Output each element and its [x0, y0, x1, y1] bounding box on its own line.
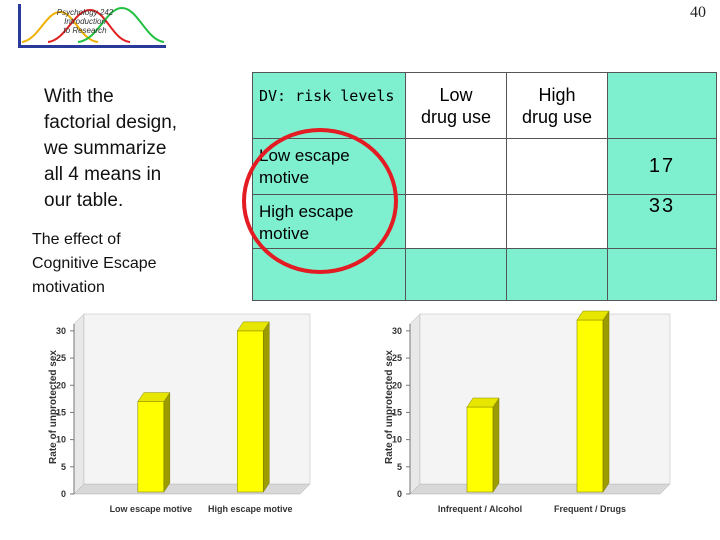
sub-statement: The effect of Cognitive Escape motivatio… [32, 231, 157, 296]
col-high-header: High drug use [506, 72, 608, 139]
x-tick-label: Frequent / Drugs [554, 504, 626, 514]
y-axis-label: Rate of unprotected sex [384, 350, 395, 464]
grand-mean-cell [607, 248, 717, 301]
cell-low-escape-low-drug [405, 138, 507, 195]
highlight-circle [242, 128, 398, 274]
chart-1: 0 5 10 15 20 25 30 Rate of unprotected sex Low e… [48, 313, 311, 514]
bar-side-2 [263, 321, 270, 493]
logo-graphic [18, 4, 166, 48]
chart-floor [409, 483, 671, 495]
bar-side-1 [163, 391, 171, 493]
bar-top-1 [137, 392, 171, 402]
bar-top-2 [576, 310, 610, 321]
y-tick-label: 25 [392, 353, 402, 363]
marginal-low-drug [405, 248, 507, 301]
chart-floor [73, 483, 311, 495]
logo-text: Psychology 242 Introduction to Research [56, 8, 114, 35]
y-tick-label: 10 [56, 435, 66, 445]
bar-top-1 [466, 397, 500, 408]
row-high-escape-marginal: 33 [607, 194, 717, 249]
y-tick-label: 5 [397, 462, 402, 472]
y-tick-label: 25 [56, 353, 66, 363]
chart-back-wall [419, 313, 671, 485]
chart-2: 0 5 10 15 20 25 30 Rate of unprotected sex Infre… [384, 310, 671, 514]
marginal-header [607, 72, 717, 139]
x-tick-label: Infrequent / Alcohol [438, 504, 522, 514]
y-tick-label: 10 [392, 435, 402, 445]
y-tick-label: 0 [61, 489, 66, 499]
cell-high-escape-low-drug [405, 194, 507, 249]
y-tick-label: 30 [392, 326, 402, 336]
bar-side-2 [602, 310, 610, 493]
dv-label-cell: DV: risk levels [252, 72, 406, 139]
y-tick-label: 5 [61, 462, 66, 472]
y-tick-label: 0 [397, 489, 402, 499]
cell-low-escape-high-drug [506, 138, 608, 195]
bar-top-2 [236, 321, 270, 332]
main-statement: With the factorial design, we summarize … [44, 86, 178, 211]
y-tick-label: 30 [56, 326, 66, 336]
col-low-header: Low drug use [405, 72, 507, 139]
y-tick-label: 15 [392, 407, 402, 417]
chart-back-wall [83, 313, 311, 485]
bar-1 [466, 406, 494, 493]
bar-2 [236, 330, 264, 493]
bar-side-1 [492, 397, 500, 493]
bar-1 [137, 401, 165, 493]
chart-side-wall [73, 313, 85, 495]
chart-side-wall [409, 313, 421, 495]
x-tick-label: Low escape motive [110, 504, 193, 514]
cell-high-escape-high-drug [506, 194, 608, 249]
x-tick-label: High escape motive [208, 504, 293, 514]
y-tick-label: 20 [392, 380, 402, 390]
bar-2 [576, 319, 604, 493]
y-tick-label: 15 [56, 407, 66, 417]
y-tick-label: 20 [56, 380, 66, 390]
y-axis-label: Rate of unprotected sex [48, 350, 59, 464]
row-low-escape-marginal: 17 [607, 138, 717, 195]
dv-label: DV: risk levels [259, 87, 395, 105]
marginal-high-drug [506, 248, 608, 301]
slide-number: 40 [690, 4, 706, 21]
